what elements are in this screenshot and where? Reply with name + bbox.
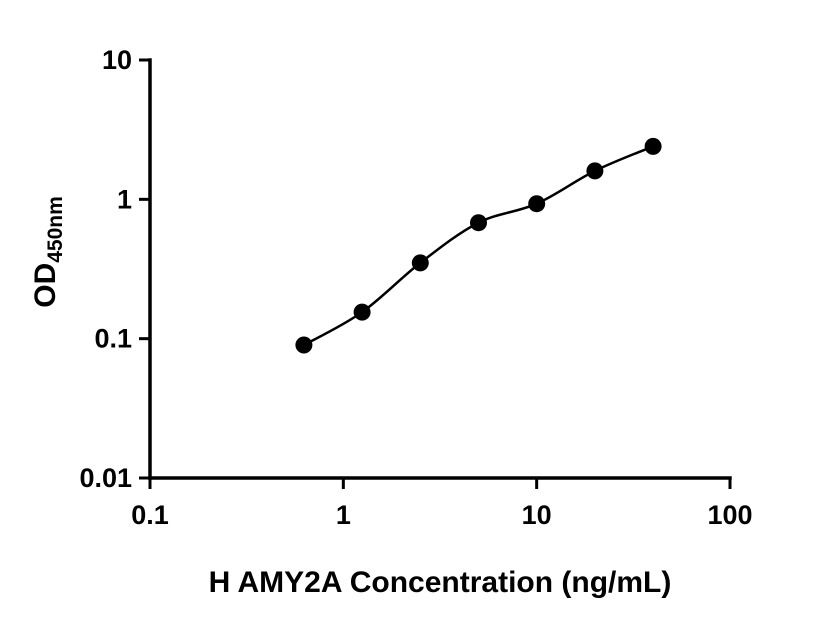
data-point — [528, 195, 546, 213]
data-series — [295, 137, 662, 354]
y-axis-title: OD450nm — [29, 196, 67, 308]
x-tick-label: 10 — [522, 500, 552, 530]
data-point — [295, 336, 313, 354]
y-tick-label: 0.01 — [79, 463, 132, 493]
axes: 0.01 0.1 1 10 0.1 1 10 100 — [79, 45, 752, 530]
data-point — [470, 214, 487, 232]
data-point — [586, 162, 604, 180]
x-tick-label: 1 — [336, 500, 351, 530]
y-axis-title-main: OD — [29, 263, 62, 308]
y-tick-label: 0.1 — [94, 324, 132, 354]
x-axis-title: H AMY2A Concentration (ng/mL) — [209, 566, 672, 599]
y-axis-title-subscript: 450nm — [44, 196, 67, 263]
x-tick-label: 0.1 — [131, 500, 169, 530]
x-tick-label: 100 — [707, 500, 752, 530]
data-point — [644, 137, 662, 155]
data-point — [353, 303, 371, 321]
y-tick-label: 10 — [102, 45, 132, 75]
y-tick-label: 1 — [117, 184, 132, 214]
data-point — [411, 254, 429, 272]
